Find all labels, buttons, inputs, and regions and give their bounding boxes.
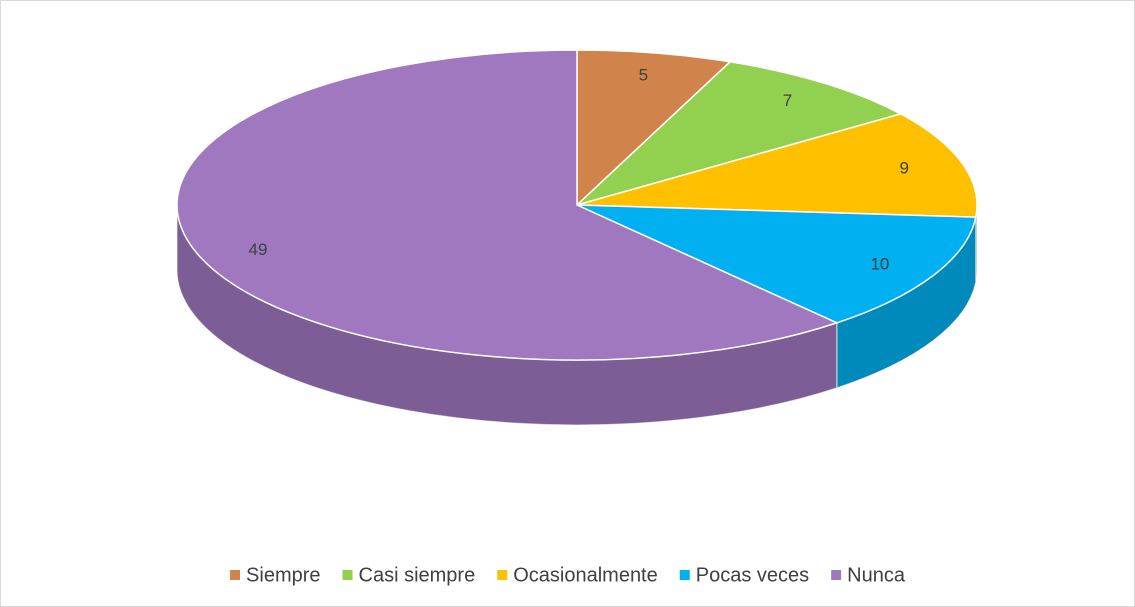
legend-label: Siempre — [246, 564, 320, 586]
data-label: 7 — [783, 91, 792, 110]
legend-swatch — [230, 570, 241, 580]
pie-side-shade — [836, 217, 976, 388]
pie-slice — [576, 113, 978, 218]
data-label: 5 — [639, 65, 648, 84]
legend-swatch — [497, 570, 508, 580]
pie-slice — [176, 49, 839, 361]
legend-label: Casi siempre — [359, 564, 476, 586]
data-label: 9 — [900, 159, 909, 178]
legend-label: Pocas veces — [696, 564, 809, 586]
pie-side-shade — [177, 205, 837, 425]
legend-swatch — [342, 570, 353, 580]
legend-label: Ocasionalmente — [513, 564, 658, 586]
pie-slice — [576, 204, 977, 324]
pie-slice — [576, 49, 732, 207]
legend-label: Nunca — [847, 564, 906, 586]
data-label: 49 — [249, 240, 268, 259]
data-label: 10 — [870, 254, 889, 273]
pie-slice — [576, 60, 903, 206]
legend-swatch — [831, 570, 842, 580]
legend-swatch — [679, 570, 690, 580]
